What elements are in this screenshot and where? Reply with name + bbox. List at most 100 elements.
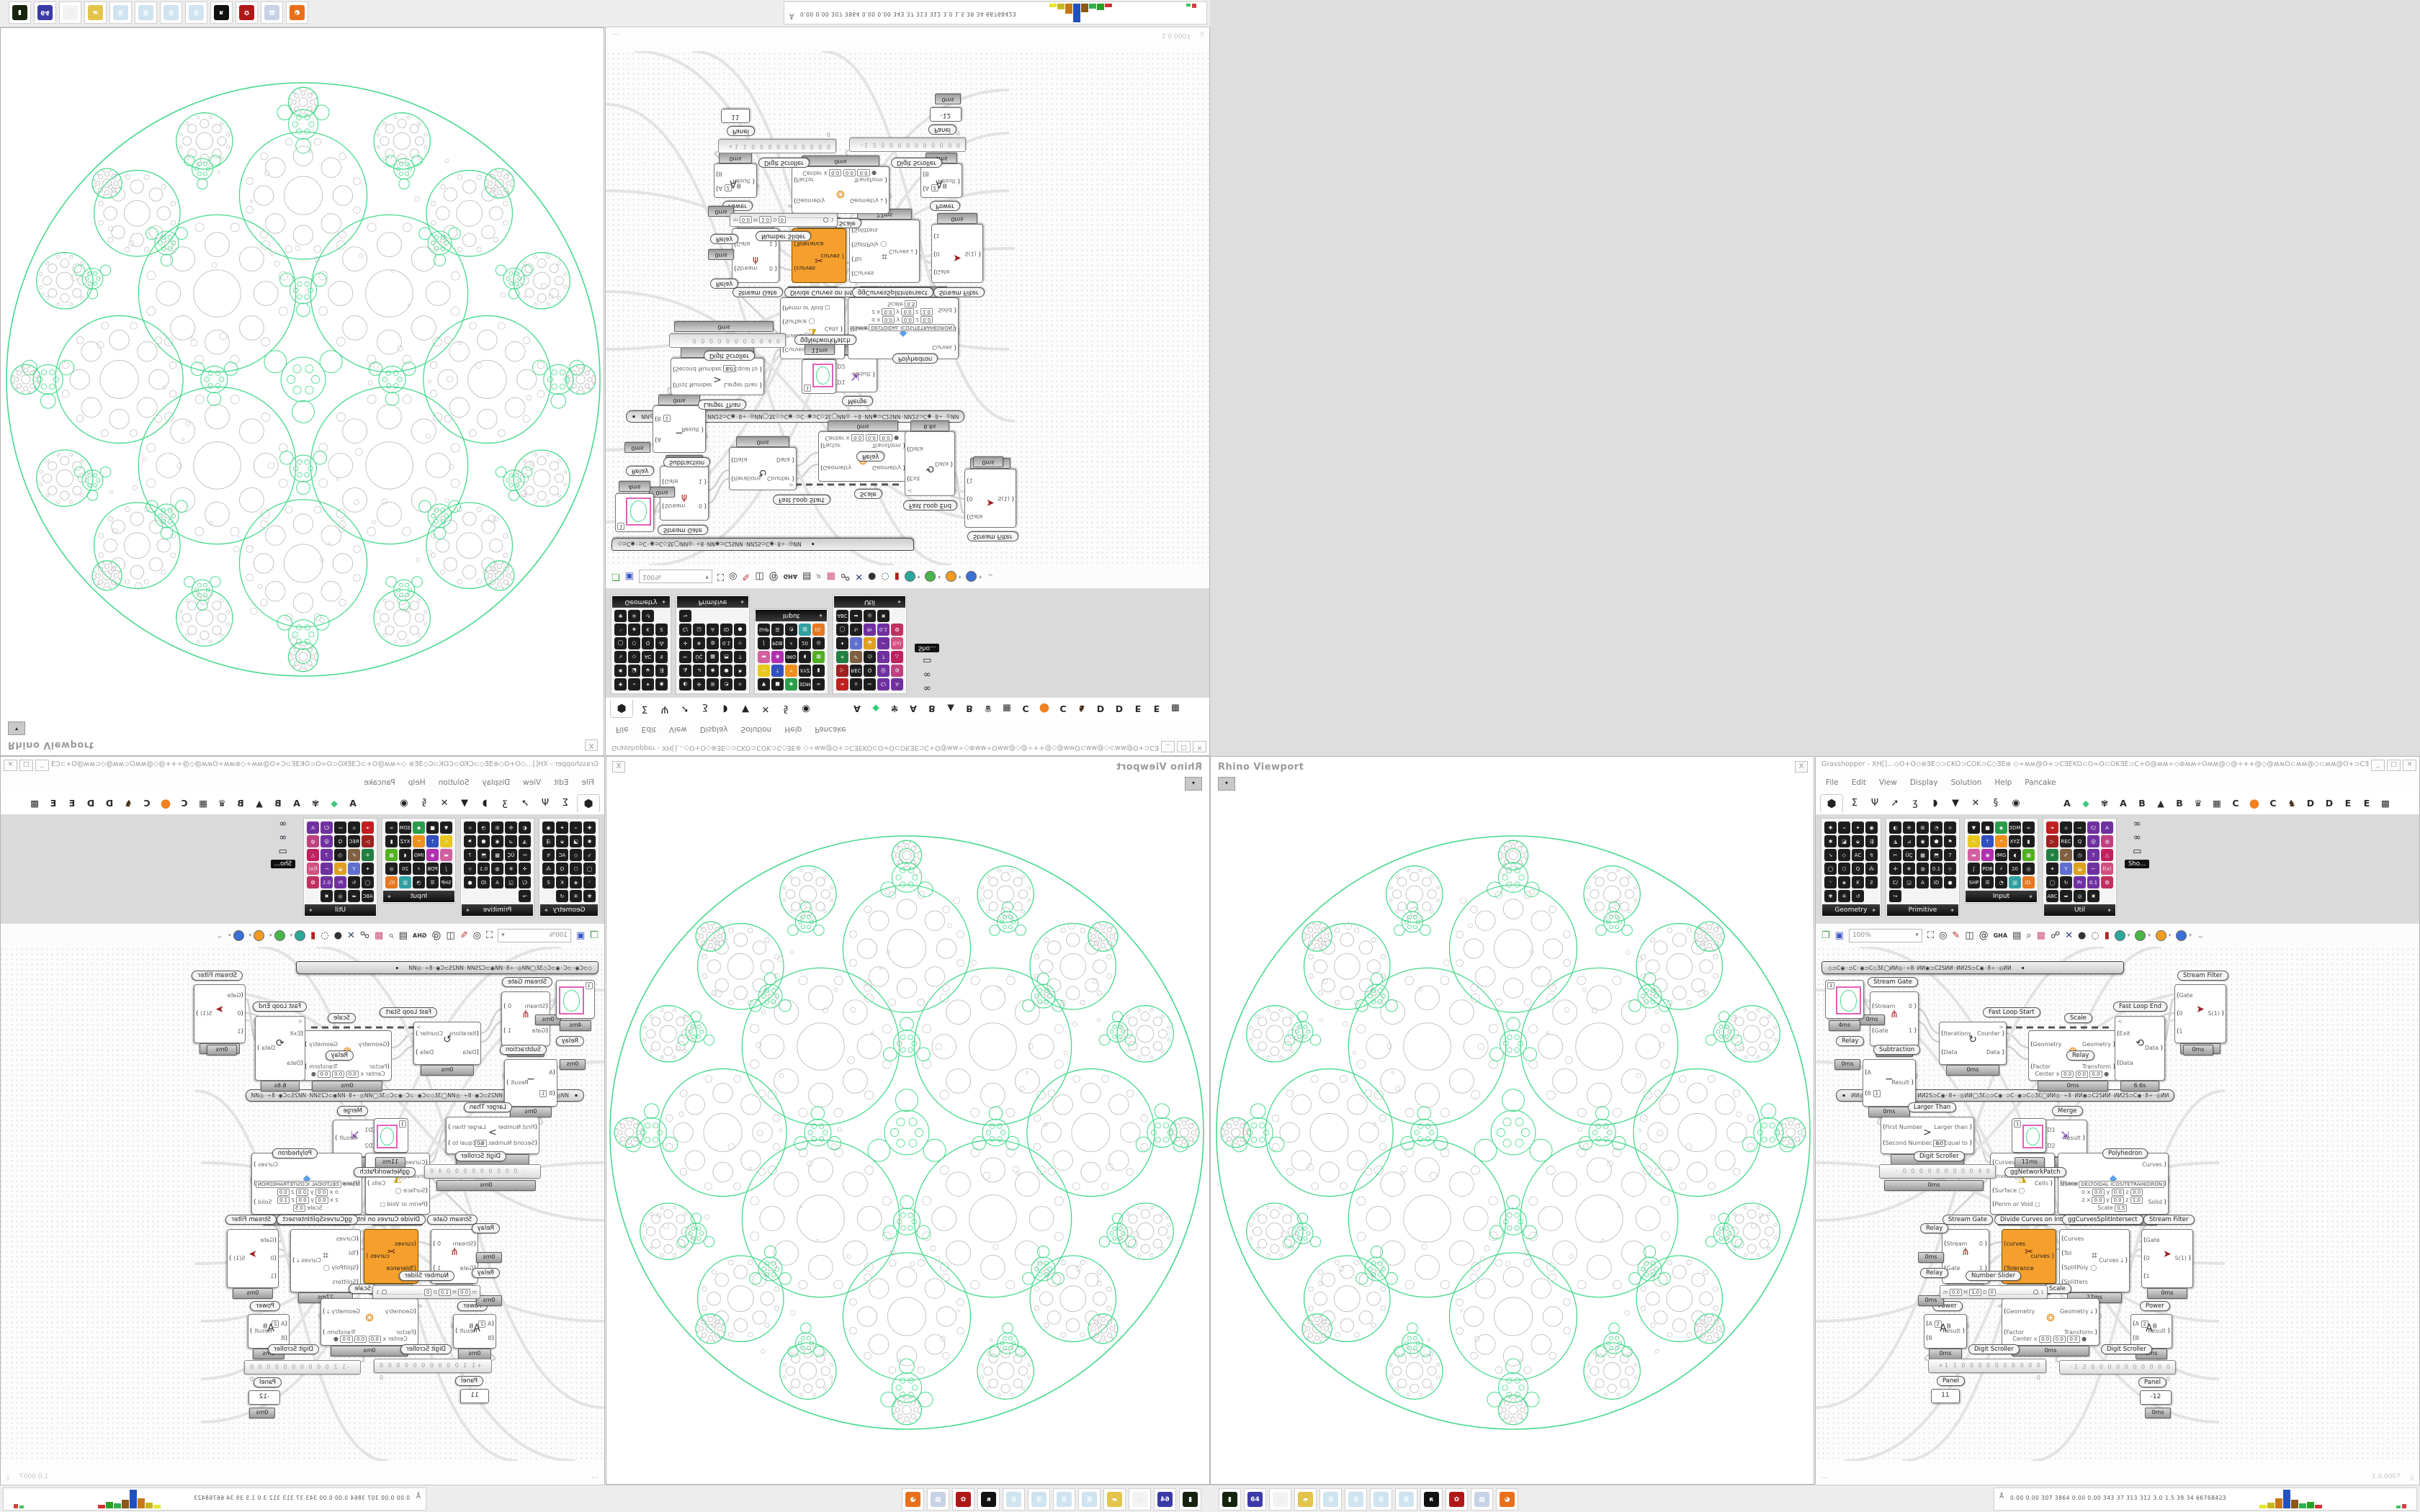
component-icon[interactable]: ⌐ <box>877 637 889 649</box>
value-chip[interactable]: 0.0 <box>2092 1197 2105 1204</box>
folder-icon[interactable]: ▰ <box>84 1 107 24</box>
category-tab[interactable]: ◗ <box>722 703 728 714</box>
plugin-tab[interactable]: A <box>2063 798 2071 809</box>
grasshopper-titlebar[interactable]: Grasshopper - XH[]…◇O+O◇⊛ƎE◇⊃CKO⊃COK⊃C◇Ǝ… <box>1816 757 2419 775</box>
find-icon[interactable]: ⌕ <box>388 930 394 941</box>
plugin-tab[interactable]: A <box>293 798 300 809</box>
component-icon[interactable]: ✂ <box>1889 849 1901 861</box>
component-icon[interactable]: ABC <box>2046 890 2058 902</box>
plugin-tab[interactable]: A <box>910 703 917 714</box>
node-label-capsule[interactable]: Stream Gate <box>502 977 552 987</box>
component-icon[interactable]: 7 <box>877 651 889 663</box>
component-icon[interactable]: ⚑ <box>1944 835 1956 847</box>
plugin-tab[interactable]: A <box>2120 798 2127 809</box>
value-chip[interactable]: 0.0 <box>332 1071 345 1078</box>
subtraction-node[interactable]: (A (B 1 Result )−0ms <box>504 1059 557 1117</box>
digit-scroller[interactable]: -1 2 0 0 0 0 0 0 0 0 0 0 0 <box>849 130 966 152</box>
component-icon[interactable]: ⇶ <box>655 665 668 677</box>
node-label-capsule[interactable]: Relay <box>710 234 739 244</box>
close-icon[interactable]: X <box>1795 761 1808 773</box>
component-icon[interactable]: ◯ <box>2046 876 2058 888</box>
scroll-caret-icon[interactable]: ⌄ <box>2196 930 2205 941</box>
component-icon[interactable]: ⬡ <box>628 637 640 649</box>
component-icon[interactable]: ❧ <box>836 678 848 690</box>
teal-pin-icon[interactable] <box>2114 930 2125 941</box>
component-icon[interactable]: ◉ <box>655 678 668 690</box>
component-icon[interactable]: ∪ <box>2060 822 2072 834</box>
component-icon[interactable]: ✚ <box>1824 822 1837 834</box>
value-chip[interactable]: 0.0 <box>865 434 878 441</box>
component-icon[interactable]: 7 <box>464 849 476 861</box>
component-icon[interactable]: ◇ <box>628 651 640 663</box>
category-tab[interactable]: ʒ <box>702 703 708 714</box>
value-chip[interactable]: 1.0 <box>759 216 772 224</box>
component-icon[interactable]: ↪ <box>679 610 691 622</box>
component-icon[interactable]: SHP <box>758 624 770 636</box>
category-tab[interactable]: Ψ <box>1870 798 1879 809</box>
pin-caret-icon[interactable]: ▾ <box>228 932 231 938</box>
component-icon[interactable]: Ƨ <box>655 624 668 636</box>
component-icon[interactable]: ∫ <box>758 637 770 649</box>
plugin-tab[interactable]: D <box>2306 798 2315 809</box>
component-icon[interactable]: C/ <box>1889 876 1901 888</box>
resize-grip[interactable]: ⠿ <box>1200 30 1205 37</box>
node-label-capsule[interactable]: Scale <box>328 1013 356 1023</box>
node-label-capsule[interactable]: Relay <box>2066 1050 2095 1061</box>
gh-canvas[interactable]: ◇⊃C◉◦⊃C◦◉⊃C◇ƷƐ◯ИИ◎◦÷8◦ИИ◉⊃C2SИИ◦ИИ2S⊃C◉◦… <box>1816 947 2419 1461</box>
value-chip[interactable]: DELTOIDAL ICOSITETRAHEDRON <box>869 324 955 331</box>
green-pin-icon[interactable] <box>2135 930 2146 941</box>
plugin-tab[interactable]: C <box>2269 798 2277 809</box>
component-icon[interactable]: ⌖ <box>413 835 425 847</box>
component-icon[interactable]: ⚡ <box>413 863 425 875</box>
fast-loop-end-node[interactable]: <(Exit (Data Data )⟲6.6s <box>2115 1016 2165 1092</box>
value-chip[interactable]: 0.0 <box>340 1336 353 1343</box>
resize-grip[interactable]: ⠿ <box>2410 1475 2415 1482</box>
node-label-capsule[interactable]: Panel <box>2138 1377 2166 1387</box>
goggles-icon[interactable]: ▭ <box>2133 846 2142 857</box>
menu-item-help[interactable]: Help <box>1994 778 2012 787</box>
sketch-pen-icon[interactable]: ✎ <box>742 571 750 582</box>
node-label-capsule[interactable]: Subtraction <box>499 1045 547 1055</box>
component-icon[interactable]: ⇡ <box>1981 835 1994 847</box>
panel-node[interactable]: 11 <box>1931 1389 1960 1403</box>
value-chip[interactable]: 0.0 <box>1933 1140 1946 1147</box>
component-icon[interactable]: Q <box>642 637 654 649</box>
node-label-capsule[interactable]: Subtraction <box>663 457 711 467</box>
component-icon[interactable]: ▼ <box>1968 822 1980 834</box>
component-icon[interactable]: ID. <box>385 876 398 888</box>
plugin-tab[interactable]: ⬤ <box>161 798 171 809</box>
notepad-icon[interactable]: ≣ <box>160 1 182 24</box>
menu-item-solution[interactable]: Solution <box>1950 778 1982 787</box>
component-icon[interactable]: Pr <box>2074 876 2086 888</box>
component-icon[interactable]: ⬒ <box>478 849 490 861</box>
component-icon[interactable]: C/ <box>321 822 333 834</box>
menu-item-help[interactable]: Help <box>408 778 426 787</box>
node-label-capsule[interactable]: Merge <box>337 1106 368 1116</box>
value-chip[interactable]: 1 <box>1873 1089 1881 1097</box>
component-icon[interactable]: ❄ <box>505 863 517 875</box>
value-chip[interactable]: 1 <box>539 1089 547 1097</box>
scale-node[interactable]: (Geometry (Factor Geometry ⤓ )Transform … <box>2002 1298 2099 1356</box>
zoom-frame-icon[interactable]: ⛶ <box>485 930 493 941</box>
value-chip[interactable]: 2 <box>1934 1320 1942 1328</box>
node-label-capsule[interactable]: Power <box>250 1301 280 1311</box>
terminal-icon[interactable]: ▮ <box>9 1 31 24</box>
node-label-capsule[interactable]: Relay <box>856 451 885 462</box>
node-label-capsule[interactable]: Relay <box>1920 1268 1949 1278</box>
component-icon[interactable]: IMG <box>1995 849 2007 861</box>
close-button[interactable]: ✕ <box>1193 741 1206 752</box>
component-icon[interactable]: ✦ <box>2046 863 2058 875</box>
component-icon[interactable]: ◉ <box>707 665 719 677</box>
node-label-capsule[interactable]: Digit Scroller <box>268 1344 319 1354</box>
component-icon[interactable]: ◉ <box>426 849 439 861</box>
plugin-tab[interactable]: C <box>1059 703 1067 714</box>
goggles-icon[interactable]: ▭ <box>278 846 287 857</box>
component-icon[interactable]: C/ <box>519 876 531 888</box>
pin-caret-icon[interactable]: ▾ <box>2168 932 2172 938</box>
component-icon[interactable]: ↻ <box>850 624 862 636</box>
node-label-capsule[interactable]: Larger Than <box>463 1102 512 1112</box>
menu-item-display[interactable]: Display <box>482 778 511 787</box>
pin-caret-icon[interactable]: ▾ <box>958 574 962 580</box>
component-icon[interactable]: Q <box>2074 835 2086 847</box>
